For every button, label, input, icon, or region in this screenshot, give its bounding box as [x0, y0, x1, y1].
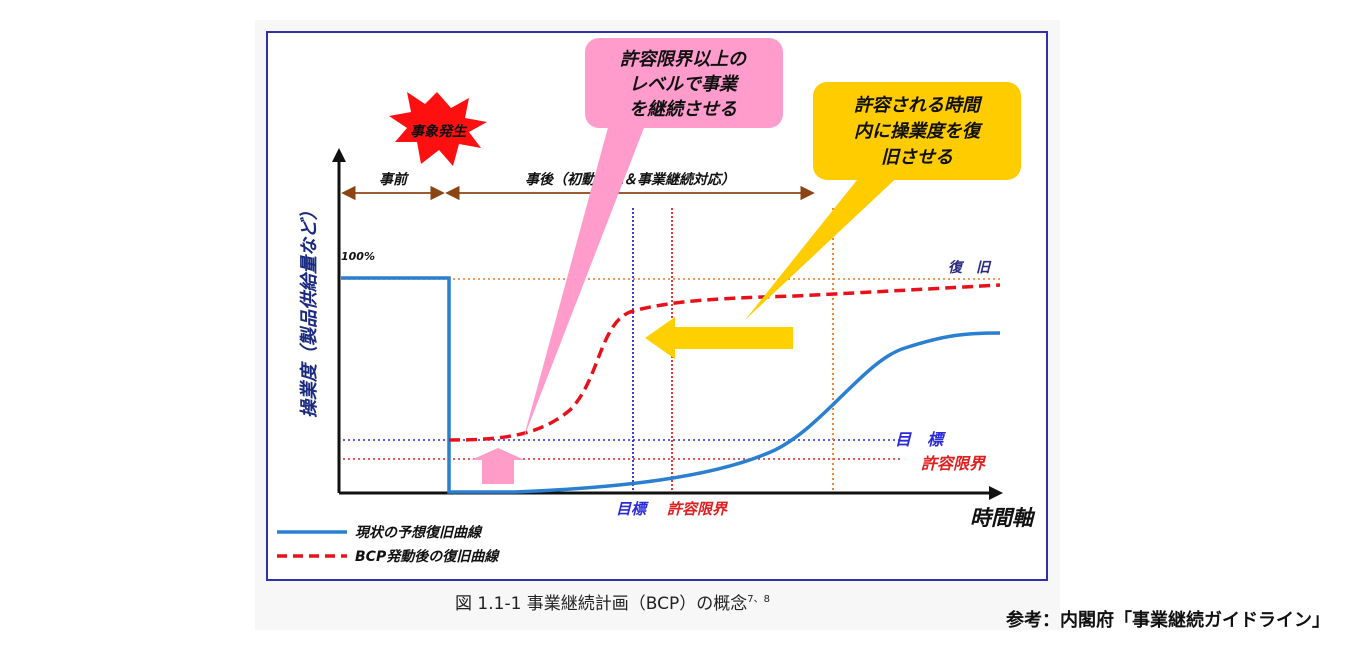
- figure-caption: 図 1.1-1 事業継続計画（BCP）の概念7、8: [455, 593, 770, 614]
- y-axis-arrowhead: [332, 148, 346, 162]
- yellow-left-arrow: [645, 317, 793, 359]
- bcp-recovery-curve: [448, 283, 1001, 442]
- target-label: 目 標: [895, 430, 946, 449]
- yellow-callout-pointer: [745, 170, 905, 320]
- pink-callout-box: [585, 38, 783, 128]
- reference-note: 参考：内閣府「事業継続ガイドライン」: [1006, 610, 1330, 631]
- diagram-panel: 事前 事後（初動対応＆事業継続対応） 許容限界以上の レベルで事業 を継続させる…: [255, 20, 1060, 630]
- pink-callout-pointer: [523, 120, 647, 440]
- event-label: 事象発生: [410, 123, 468, 140]
- pink-callout-line-2: レベルで事業: [629, 74, 740, 95]
- event-starburst: [389, 92, 487, 166]
- percent-label: 100%: [341, 250, 375, 263]
- legend-label-bcp: BCP発動後の復旧曲線: [355, 548, 500, 565]
- before-label: 事前: [379, 171, 410, 188]
- yellow-callout-line-1: 許容される時間: [854, 95, 983, 116]
- pink-up-arrow: [471, 448, 525, 484]
- pink-callout-line-1: 許容限界以上の: [620, 49, 747, 70]
- bcp-concept-diagram: 事前 事後（初動対応＆事業継続対応） 許容限界以上の レベルで事業 を継続させる…: [266, 31, 1048, 614]
- legend-label-current: 現状の予想復旧曲線: [355, 524, 483, 541]
- y-axis-label: 操業度（製品供給量など）: [299, 202, 320, 418]
- yellow-callout-box: [813, 82, 1021, 180]
- x-axis-label: 時間軸: [970, 506, 1036, 530]
- after-label: 事後（初動対応＆事業継続対応）: [525, 171, 735, 188]
- tolerance-label: 許容限界: [921, 454, 987, 473]
- current-recovery-curve: [341, 276, 1001, 494]
- x-axis-arrowhead: [989, 486, 1003, 500]
- axis-tolerance-label: 許容限界: [667, 500, 729, 518]
- yellow-callout-line-3: 旧させる: [881, 147, 953, 168]
- caption-text: 図 1.1-1 事業継続計画（BCP）の概念: [455, 593, 747, 614]
- yellow-callout-line-2: 内に操業度を復: [854, 121, 983, 142]
- caption-superscript: 7、8: [747, 594, 770, 605]
- recovery-label: 復 旧: [948, 259, 992, 276]
- pink-callout-line-3: を継続させる: [629, 99, 737, 120]
- axis-target-label: 目標: [616, 500, 649, 518]
